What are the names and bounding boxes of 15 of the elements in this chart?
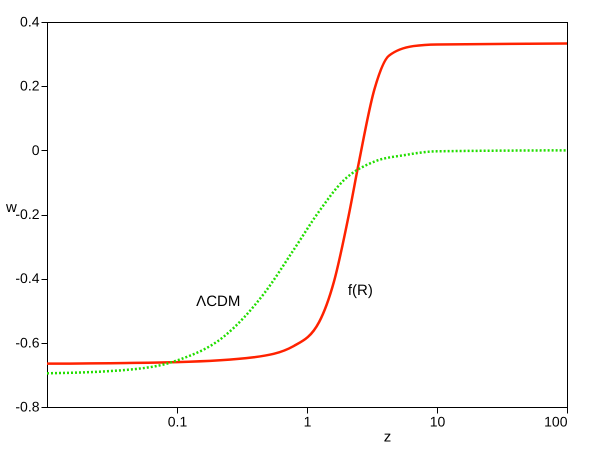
y-axis-title: w (4, 199, 17, 216)
x-tick-label: 10 (430, 414, 446, 430)
y-tick-label: -0.6 (15, 334, 40, 350)
y-tick-label: -0.2 (15, 206, 40, 222)
y-tick-label: 0.2 (20, 78, 40, 94)
y-tick-label: 0.4 (20, 14, 40, 30)
y-tick-label: -0.4 (15, 270, 40, 286)
x-axis-title: z (384, 428, 392, 446)
x-tick-label: 1 (304, 414, 312, 430)
y-tick-label: -0.8 (15, 398, 40, 414)
y-tick-label: 0 (32, 142, 40, 158)
x-tick-label: 0.1 (168, 414, 188, 430)
series-label: f(R) (348, 282, 373, 299)
series-label: ΛCDM (196, 293, 240, 310)
x-tick-label: 100 (544, 414, 568, 430)
